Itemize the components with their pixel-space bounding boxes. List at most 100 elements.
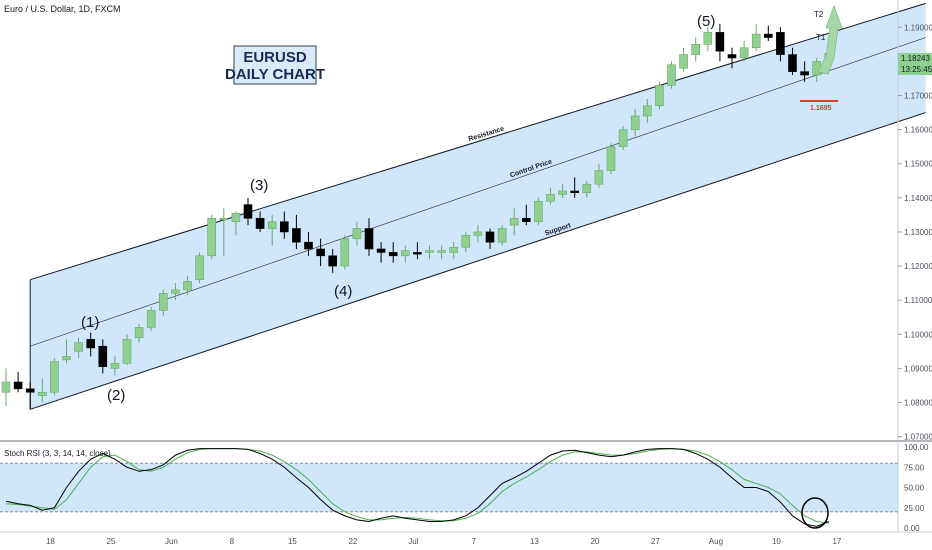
time-tick-label: 20: [590, 537, 599, 546]
oscillator-tick-label: 75.00: [904, 463, 925, 472]
stoch-d-line: [5, 448, 829, 524]
candle-body: [340, 238, 350, 267]
oscillator-axis-ticks: 100.00 75.00 50.00 25.00 0.00: [897, 441, 929, 533]
oscillator-band: [0, 463, 898, 512]
candle-body: [727, 54, 737, 59]
price-tick-label: 1.17000: [904, 92, 932, 101]
candle-body: [763, 33, 773, 38]
candle-body: [497, 228, 507, 243]
candle-body: [243, 204, 253, 219]
time-tick-label: 10: [772, 537, 781, 546]
candle-body: [776, 32, 785, 55]
time-tick-label: Jul: [408, 537, 418, 546]
candle-body: [570, 190, 580, 194]
stoch-k-line: [5, 448, 829, 527]
price-tick-label: 1.16000: [904, 126, 932, 135]
candle-body: [292, 228, 301, 243]
candle-body: [207, 217, 216, 257]
time-tick-label: 22: [348, 537, 357, 546]
candle-body: [219, 217, 229, 221]
wave-label-2: (2): [107, 387, 125, 404]
candle-body: [461, 235, 471, 248]
candle-body: [98, 345, 108, 367]
candle-body: [364, 228, 374, 250]
candle-body: [37, 391, 47, 396]
candle-body: [304, 241, 313, 250]
up-arrow-icon: [817, 4, 843, 75]
candle-body: [655, 84, 664, 107]
candle-body: [630, 115, 640, 130]
price-tick-label: 1.10000: [904, 330, 932, 339]
oversold-circle: [801, 497, 829, 529]
candle-body: [509, 217, 519, 226]
price-tick-label: 1.07000: [904, 433, 932, 442]
wave-label-4: (4): [334, 283, 352, 300]
candle-body: [642, 105, 652, 117]
oscillator-tick-label: 50.00: [904, 484, 925, 493]
candle-body: [679, 54, 688, 69]
candle-body: [558, 190, 567, 195]
candle-body: [618, 129, 628, 147]
candle-body: [582, 183, 592, 194]
candle-body: [473, 231, 483, 236]
candle-body: [13, 381, 23, 390]
candle-body: [1, 381, 11, 393]
wave-label-1: (1): [81, 314, 99, 331]
stop-level-label: 1.1695: [810, 105, 832, 112]
candle-body: [388, 252, 398, 257]
price-tick-label: 1.11000: [904, 296, 932, 305]
price-tick-label: 1.19000: [904, 23, 932, 32]
price-tick-label: 1.09000: [904, 364, 932, 373]
oscillator-tick-label: 0.00: [904, 524, 920, 533]
annotation-line-2: DAILY CHART: [225, 66, 325, 83]
candle-body: [146, 310, 156, 328]
time-tick-label: 18: [46, 537, 55, 546]
candle-body: [74, 342, 83, 352]
candle-body: [50, 361, 59, 393]
candle-body: [86, 339, 95, 349]
candle-body: [691, 44, 701, 55]
time-tick-label: 13: [530, 537, 539, 546]
candle-body: [788, 54, 797, 72]
oscillator-tick-label: 25.00: [904, 504, 925, 513]
support-line: [30, 112, 926, 410]
candle-body: [171, 289, 180, 294]
oscillator-tick-label: 100.00: [904, 443, 929, 452]
time-tick-label: 25: [106, 537, 115, 546]
candle-body: [739, 47, 749, 59]
candle-body: [352, 228, 362, 240]
candle-body: [316, 248, 325, 257]
candle-body: [594, 170, 604, 185]
candle-body: [521, 217, 531, 223]
time-tick-label: 8: [230, 537, 235, 546]
candle-body: [376, 248, 386, 253]
countdown-value: 13:25:45: [901, 65, 932, 74]
candle-body: [62, 356, 71, 361]
time-tick-label: 15: [288, 537, 297, 546]
candle-body: [267, 221, 277, 229]
candle-body: [800, 71, 809, 76]
candle-body: [606, 146, 616, 171]
last-price-value: 1.18243: [901, 54, 930, 63]
control-price-line: [30, 37, 926, 347]
price-tick-label: 1.15000: [904, 160, 932, 169]
channel-fill: [30, 3, 926, 410]
candle-body: [425, 250, 434, 253]
candle-body: [183, 281, 192, 291]
time-tick-label: 17: [832, 537, 841, 546]
candle-body: [231, 212, 241, 223]
target-t2-label: T2: [814, 10, 824, 19]
price-axis-ticks: 1.190001.180001.170001.160001.150001.140…: [898, 23, 932, 442]
price-tick-label: 1.12000: [904, 262, 932, 271]
candle-body: [25, 388, 35, 393]
wave-label-3: (3): [250, 177, 268, 194]
annotation-line-1: EURUSD: [243, 49, 307, 66]
candle-body: [159, 293, 168, 311]
candle-body: [534, 200, 543, 223]
candle-body: [546, 194, 555, 202]
candle-body: [667, 64, 676, 86]
wave-label-5: (5): [697, 13, 715, 30]
oscillator-label: Stoch RSI (3, 3, 14, 14, close): [4, 449, 111, 458]
candle-body: [751, 33, 761, 49]
candle-body: [437, 250, 446, 253]
